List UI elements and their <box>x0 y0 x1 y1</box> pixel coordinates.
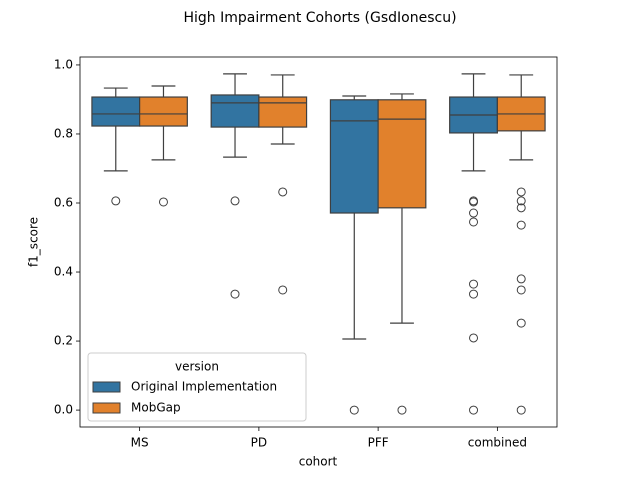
y-axis-label: f1_score <box>27 217 41 267</box>
outlier <box>111 196 121 206</box>
legend-label: Original Implementation <box>131 380 277 394</box>
box <box>91 96 141 127</box>
legend-frame <box>87 352 307 422</box>
x-tick-label: MS <box>131 436 149 450</box>
legend-title: version <box>175 360 219 374</box>
outlier <box>349 405 359 415</box>
outlier <box>516 187 526 197</box>
plot-frame <box>79 56 558 428</box>
chart-title: High Impairment Cohorts (GsdIonescu) <box>183 10 456 26</box>
legend-swatch <box>92 402 121 414</box>
outlier <box>158 197 168 207</box>
outlier <box>516 405 526 415</box>
x-tick-label: PFF <box>368 436 389 450</box>
outlier <box>469 333 479 343</box>
legend-swatch <box>92 381 121 393</box>
y-tick-label: 0.6 <box>54 195 73 209</box>
outlier <box>469 279 479 289</box>
x-tick-label: PD <box>251 436 267 450</box>
x-axis-label: cohort <box>299 455 338 469</box>
outlier <box>516 285 526 295</box>
x-tick-label: combined <box>468 436 527 450</box>
outlier <box>278 285 288 295</box>
legend-label: MobGap <box>131 401 181 415</box>
y-tick-label: 0.8 <box>54 126 73 140</box>
y-tick-label: 1.0 <box>54 57 73 71</box>
outlier <box>516 196 526 206</box>
outlier <box>397 405 407 415</box>
outlier <box>469 208 479 218</box>
outlier <box>230 289 240 299</box>
box <box>139 96 188 127</box>
outlier <box>469 217 479 227</box>
outlier <box>278 187 288 197</box>
outlier <box>516 203 526 213</box>
box <box>210 94 260 128</box>
outlier <box>230 196 240 206</box>
box <box>258 96 308 128</box>
outlier <box>516 220 526 230</box>
box <box>377 99 427 209</box>
outlier <box>516 274 526 284</box>
outlier <box>469 405 479 415</box>
box <box>329 99 379 214</box>
outlier <box>516 318 526 328</box>
outlier <box>469 289 479 299</box>
y-tick-label: 0.4 <box>54 265 73 279</box>
y-tick-label: 0.2 <box>54 334 73 348</box>
y-tick-label: 0.0 <box>54 403 73 417</box>
outlier <box>469 197 479 207</box>
